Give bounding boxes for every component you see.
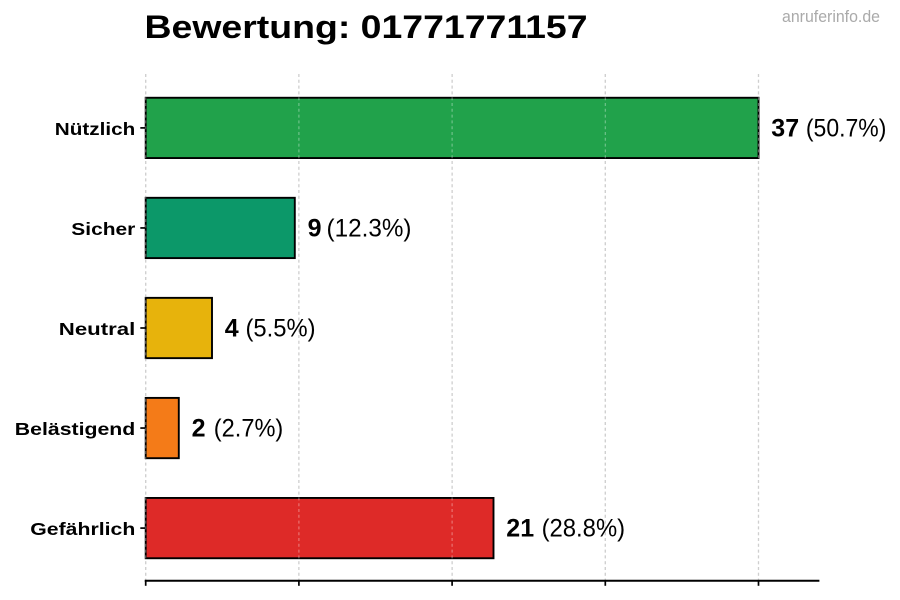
svg-text:4: 4	[225, 315, 239, 343]
svg-text:Sicher: Sicher	[71, 219, 135, 239]
svg-text:2: 2	[192, 415, 206, 443]
svg-text:Gefährlich: Gefährlich	[30, 519, 135, 539]
svg-text:(12.3%): (12.3%)	[327, 215, 412, 243]
svg-text:(28.8%): (28.8%)	[542, 515, 626, 543]
svg-text:Bewertung: 01771771157: Bewertung: 01771771157	[145, 9, 588, 45]
svg-text:37: 37	[771, 115, 799, 143]
svg-text:Neutral: Neutral	[59, 319, 136, 339]
svg-text:Nützlich: Nützlich	[55, 119, 136, 139]
svg-text:(2.7%): (2.7%)	[214, 415, 283, 443]
svg-text:Belästigend: Belästigend	[15, 419, 136, 439]
svg-text:21: 21	[506, 515, 534, 543]
svg-text:9: 9	[308, 215, 322, 243]
svg-text:(5.5%): (5.5%)	[246, 315, 316, 343]
svg-text:(50.7%): (50.7%)	[806, 115, 887, 143]
svg-text:anruferinfo.de: anruferinfo.de	[782, 7, 880, 26]
